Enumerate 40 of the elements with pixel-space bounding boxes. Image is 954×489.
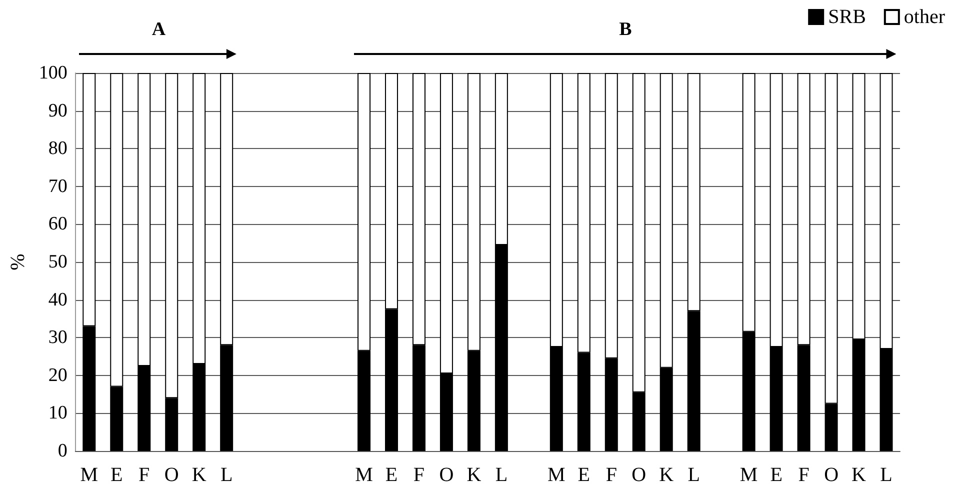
x-tick-label: E — [385, 464, 398, 486]
x-tick-label: K — [852, 464, 867, 486]
x-tick-label: O — [824, 464, 839, 486]
x-tick-label: L — [220, 464, 233, 486]
y-tick-label: 70 — [48, 176, 68, 197]
x-tick-label: E — [110, 464, 123, 486]
y-tick-label: 20 — [48, 364, 68, 386]
x-tick-label: F — [413, 464, 425, 486]
x-tick-label: M — [740, 464, 758, 486]
legend-label: SRB — [828, 6, 866, 28]
y-tick-label: 10 — [48, 402, 68, 424]
x-tick-label: L — [688, 464, 700, 486]
x-tick-label: K — [192, 464, 207, 486]
x-tick-label: L — [495, 464, 508, 486]
y-tick-label: 0 — [58, 440, 68, 462]
x-tick-label: K — [466, 464, 482, 486]
x-tick-label: E — [578, 464, 590, 486]
x-tick-label: F — [606, 464, 617, 486]
x-tick-label: K — [659, 464, 674, 486]
x-tick-label: M — [548, 464, 566, 486]
y-tick-label: 30 — [48, 327, 68, 348]
y-tick-label: 60 — [48, 214, 68, 235]
y-tick-label: 80 — [48, 138, 68, 160]
x-tick-label: F — [798, 464, 810, 486]
x-tick-label: O — [164, 464, 179, 486]
y-tick-label: 50 — [48, 252, 68, 272]
y-tick-label: 40 — [48, 289, 68, 310]
legend-label: other — [904, 6, 946, 28]
x-tick-label: O — [439, 464, 454, 486]
y-tick-label: 90 — [48, 100, 68, 122]
y-tick-label: 100 — [38, 62, 68, 84]
x-tick-label: E — [770, 464, 782, 486]
x-tick-label: O — [632, 464, 646, 486]
text: A — [152, 19, 166, 40]
x-tick-label: M — [355, 464, 374, 486]
x-tick-label: L — [880, 464, 892, 486]
x-tick-label: F — [138, 464, 150, 486]
y-axis-title: % — [7, 254, 29, 270]
text: B — [619, 19, 632, 40]
x-tick-label: M — [80, 464, 98, 486]
